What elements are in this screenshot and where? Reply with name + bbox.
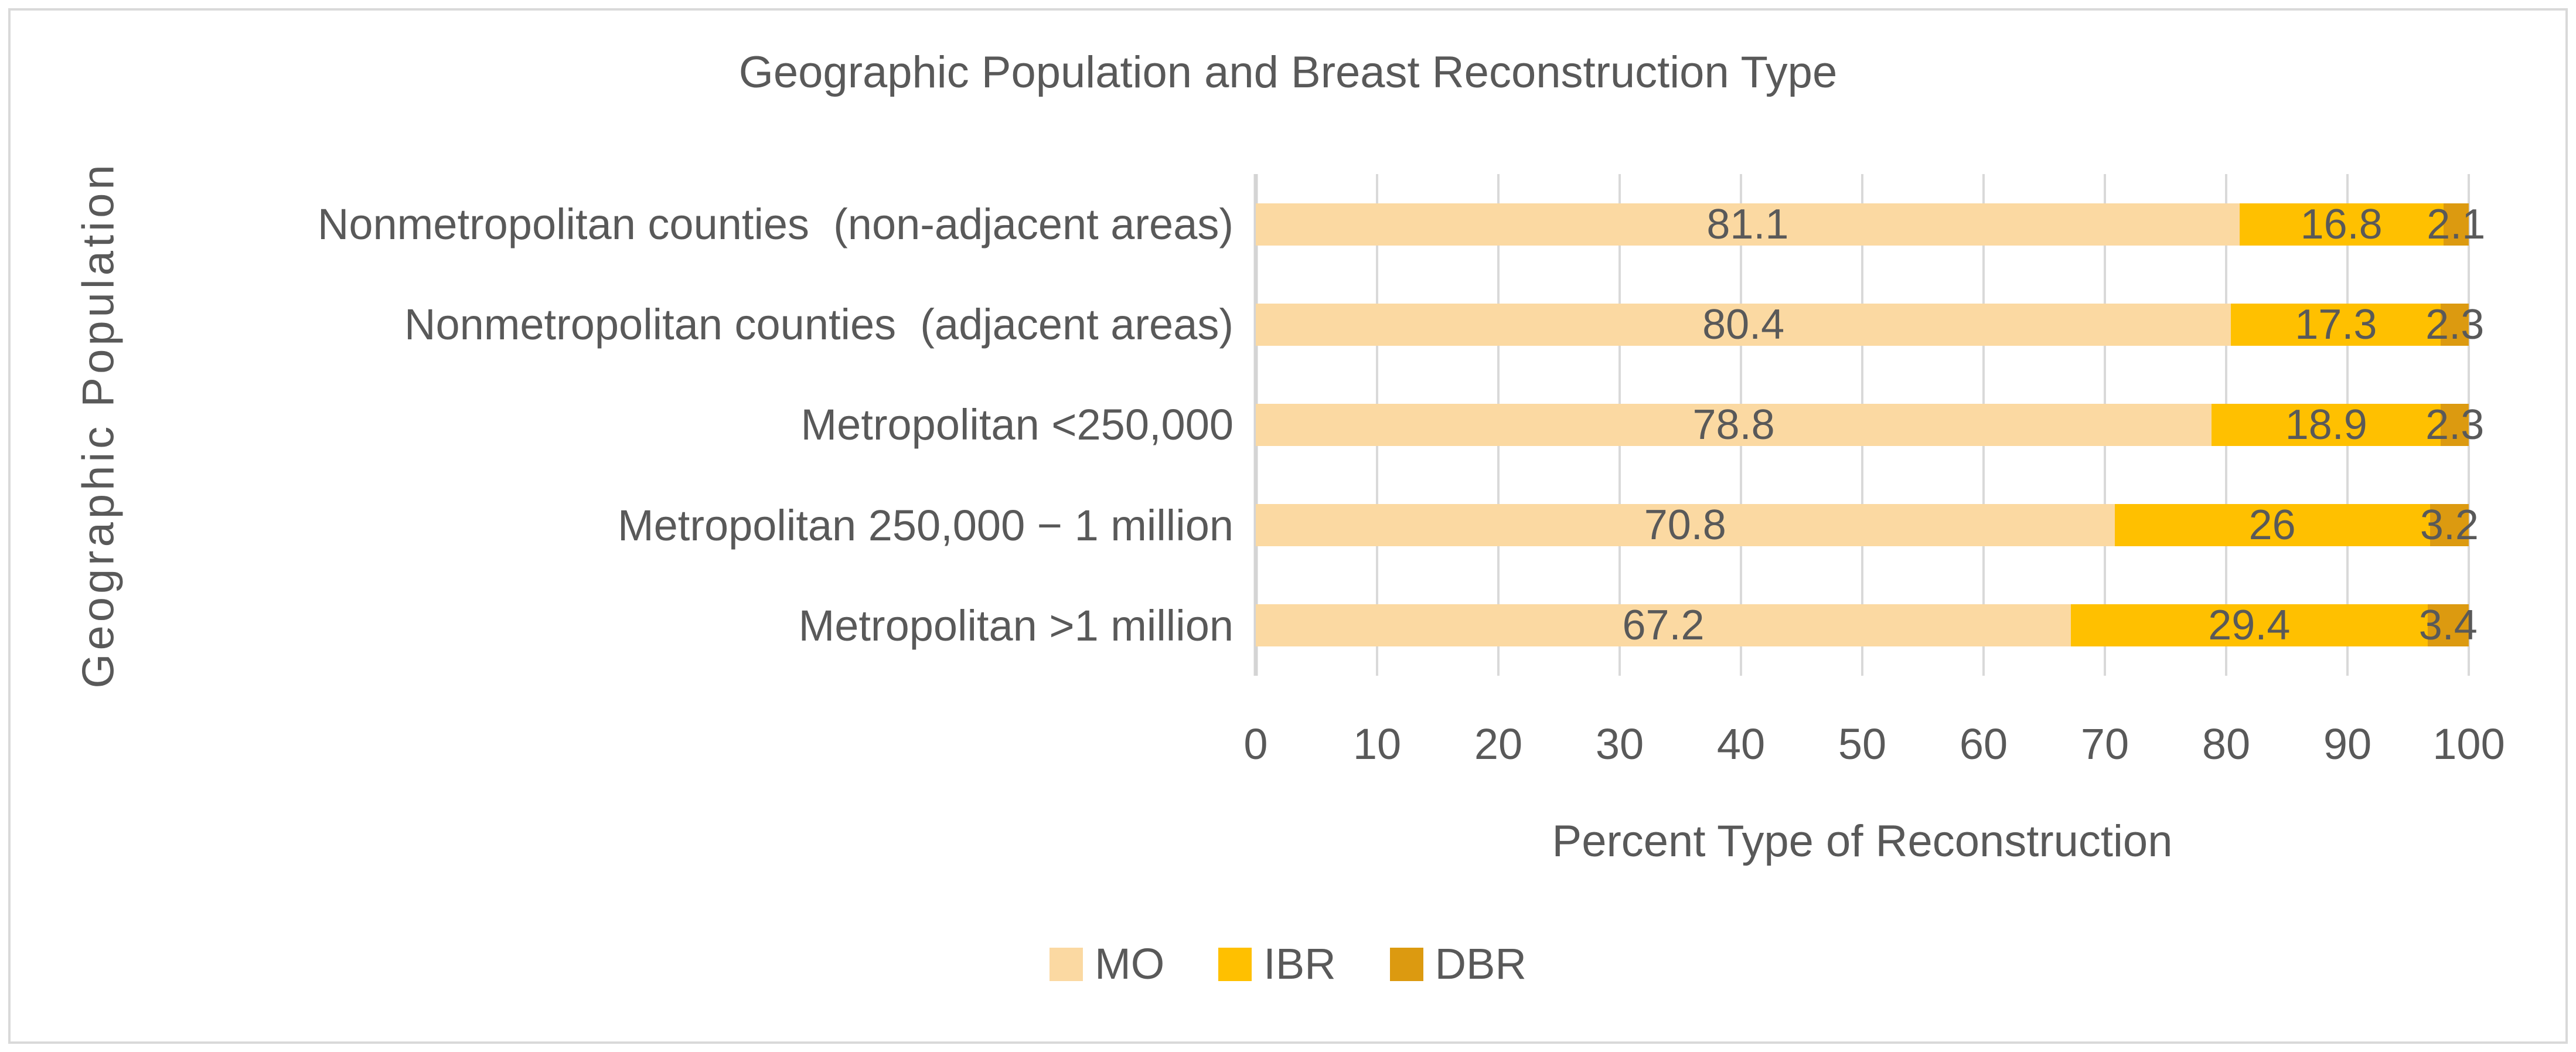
data-label: 16.8 [2300,200,2383,248]
category-label: Metropolitan 250,000 − 1 million [617,501,1234,550]
data-label: 67.2 [1622,602,1705,649]
x-tick-label: 100 [2432,720,2505,768]
legend-item-ibr: IBR [1218,939,1336,988]
x-tick-label: 70 [2080,720,2129,768]
legend-label: IBR [1263,939,1336,988]
data-label: 3.2 [2420,502,2479,549]
data-label: 3.4 [2418,602,2478,649]
stacked-bar: 81.1 16.8 2.1 [1256,200,2485,248]
category-label: Nonmetropolitan counties (adjacent areas… [404,300,1234,349]
bar-segment-mo: 80.4 [1256,301,2231,348]
data-label: 80.4 [1702,301,1785,348]
bar-segment-dbr: 2.3 [2425,303,2484,346]
legend-label: DBR [1434,939,1526,988]
y-axis-category-labels: Nonmetropolitan counties (non-adjacent a… [82,174,1234,676]
bar-segment-dbr: 3.2 [2420,504,2479,547]
data-label: 26 [2248,502,2296,549]
bar-row: 67.2 29.4 3.4 [1256,576,2478,676]
bar-row: 70.8 26 3.2 [1256,475,2479,576]
stacked-bar: 80.4 17.3 2.3 [1256,301,2484,348]
bar-segment-mo: 67.2 [1256,602,2071,649]
legend-swatch-icon [1389,947,1423,981]
x-tick-label: 40 [1716,720,1766,768]
bar-segment-ibr: 26 [2114,502,2430,549]
category-label: Metropolitan >1 million [798,601,1234,650]
bar-segment-mo: 70.8 [1256,502,2115,549]
data-label: 2.3 [2425,401,2485,448]
legend-label: MO [1095,939,1165,988]
x-tick-label: 90 [2323,720,2372,768]
x-tick-label: 50 [1838,720,1887,768]
bar-segment-dbr: 3.4 [2419,604,2478,647]
bar-row: 81.1 16.8 2.1 [1256,174,2485,274]
data-label: 29.4 [2208,602,2291,649]
bar-segment-mo: 78.8 [1256,401,2212,448]
bar-segment-ibr: 29.4 [2071,602,2428,649]
bar-row: 78.8 18.9 2.3 [1256,375,2484,475]
bar-segment-ibr: 17.3 [2231,301,2441,348]
data-label: 70.8 [1644,502,1726,549]
data-label: 81.1 [1706,200,1789,248]
stacked-bar: 67.2 29.4 3.4 [1256,602,2478,649]
data-label: 78.8 [1692,401,1775,448]
bar-segment-dbr: 2.1 [2427,203,2485,246]
stacked-bar: 70.8 26 3.2 [1256,502,2479,549]
legend-swatch-icon [1050,947,1083,981]
category-label: Nonmetropolitan counties (non-adjacent a… [317,200,1234,249]
x-tick-label: 80 [2202,720,2251,768]
x-tick-label: 10 [1352,720,1402,768]
x-axis-title: Percent Type of Reconstruction [1552,816,2173,866]
data-label: 17.3 [2295,301,2377,348]
bar-segment-ibr: 16.8 [2239,200,2444,248]
x-axis-tick-labels: 0 10 20 30 40 50 60 70 80 90 100 [1243,716,2505,772]
x-tick-label: 0 [1243,720,1268,768]
bar-row: 80.4 17.3 2.3 [1256,274,2484,375]
legend-item-dbr: DBR [1389,939,1526,988]
data-label: 2.3 [2425,301,2485,348]
legend-item-mo: MO [1050,942,1164,986]
x-tick-label: 20 [1474,720,1523,768]
gridline [2468,174,2470,676]
x-tick-label: 30 [1595,720,1644,768]
x-tick-label: 60 [1959,720,2008,768]
chart-border [8,8,2568,1044]
legend: MO IBR DBR [0,942,2576,986]
category-label: Metropolitan <250,000 [800,400,1234,450]
legend-swatch-icon [1218,947,1252,981]
bar-segment-dbr: 2.3 [2425,403,2484,446]
bar-segment-ibr: 18.9 [2212,401,2441,448]
data-label: 2.1 [2427,200,2486,248]
chart-title: Geographic Population and Breast Reconst… [738,47,1838,97]
plot-area: 81.1 16.8 2.1 80.4 17.3 2.3 78.8 18.9 2.3 70.8 26 3… [1253,174,2485,676]
data-label: 18.9 [2285,401,2367,448]
bar-segment-mo: 81.1 [1256,203,2240,246]
stacked-bar: 78.8 18.9 2.3 [1256,401,2484,448]
